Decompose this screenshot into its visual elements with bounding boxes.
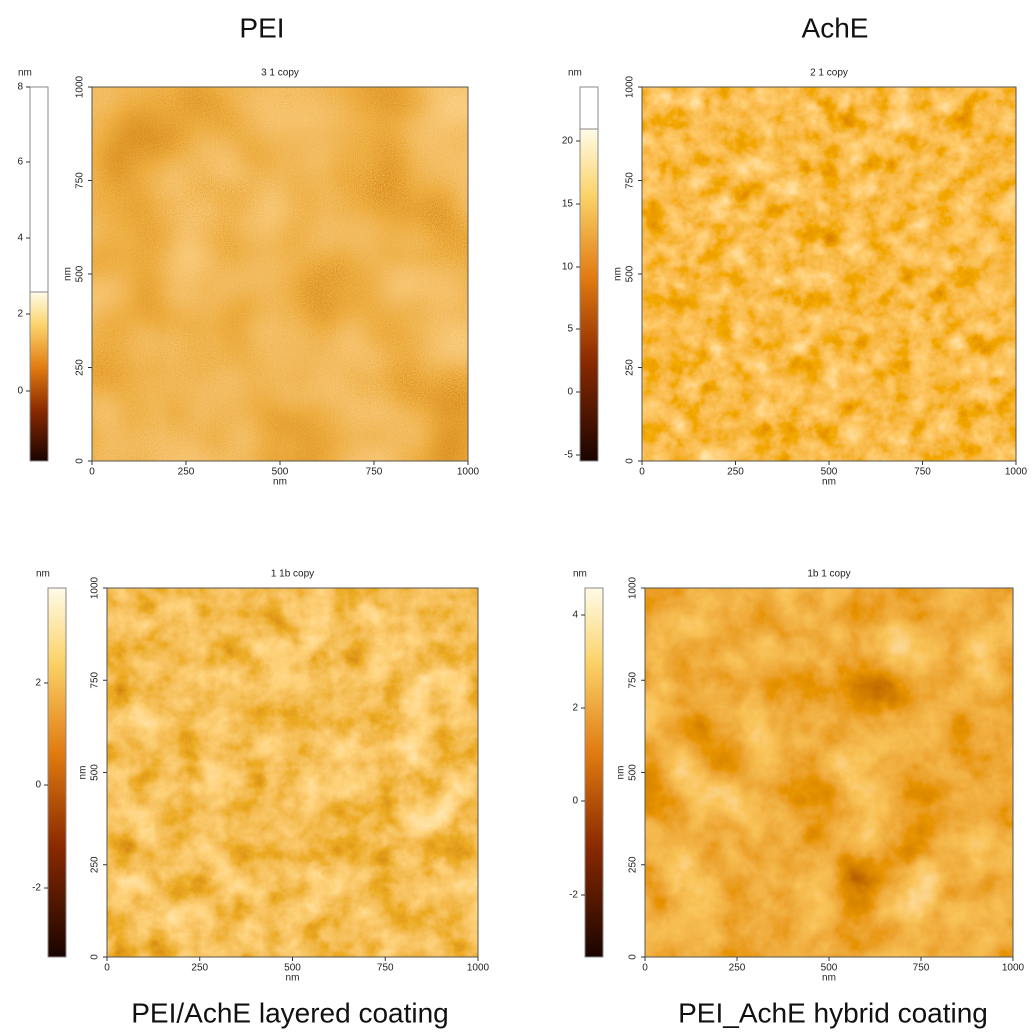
panel-header: AchE bbox=[802, 12, 869, 43]
x-tick-label: 1000 bbox=[457, 467, 480, 478]
x-tick-label: 500 bbox=[272, 467, 289, 478]
colorbar-tick-label: 20 bbox=[562, 136, 574, 147]
image-title: 1b 1 copy bbox=[807, 569, 850, 580]
x-tick-label: 750 bbox=[377, 963, 394, 974]
colorbar-tick-label: 4 bbox=[572, 610, 578, 621]
x-tick-label: 500 bbox=[821, 467, 838, 478]
colorbar-unit: nm bbox=[568, 68, 582, 79]
colorbar-tick-label: 8 bbox=[17, 82, 23, 93]
afm-image bbox=[92, 87, 468, 461]
y-tick-label: 250 bbox=[625, 359, 636, 376]
colorbar-tick-label: 0 bbox=[35, 780, 41, 791]
x-tick-label: 0 bbox=[104, 963, 110, 974]
x-tick-label: 1000 bbox=[467, 963, 490, 974]
y-tick-label: 250 bbox=[628, 856, 639, 873]
colorbar-tick-label: -2 bbox=[32, 883, 41, 894]
colorbar-tick-label: 10 bbox=[562, 262, 574, 273]
colorbar-blank bbox=[29, 86, 49, 293]
panel-caption: PEI_AchE hybrid coating bbox=[678, 997, 988, 1028]
afm-image bbox=[645, 588, 1013, 957]
y-tick-label: 750 bbox=[625, 172, 636, 189]
colorbar-tick-label: 6 bbox=[17, 157, 23, 168]
y-tick-label: 1000 bbox=[625, 75, 636, 98]
y-tick-label: 750 bbox=[628, 671, 639, 688]
afm-image bbox=[642, 87, 1016, 461]
colorbar-tick-label: 2 bbox=[572, 703, 578, 714]
y-tick-label: 250 bbox=[90, 856, 101, 873]
colorbar bbox=[29, 291, 49, 462]
colorbar-unit: nm bbox=[18, 68, 32, 79]
colorbar-tick-label: 0 bbox=[572, 796, 578, 807]
x-tick-label: 1000 bbox=[1005, 467, 1028, 478]
colorbar bbox=[584, 587, 604, 958]
y-tick-label: 0 bbox=[90, 954, 101, 960]
y-tick-label: 250 bbox=[75, 359, 86, 376]
y-tick-label: 1000 bbox=[628, 576, 639, 599]
x-tick-label: 750 bbox=[914, 467, 931, 478]
x-tick-label: 750 bbox=[913, 963, 930, 974]
y-axis-label: nm bbox=[63, 267, 74, 281]
y-tick-label: 0 bbox=[75, 458, 86, 464]
afm-image bbox=[107, 588, 478, 957]
panel-header: PEI bbox=[239, 12, 284, 43]
x-tick-label: 0 bbox=[89, 467, 95, 478]
x-axis-label: nm bbox=[822, 477, 836, 488]
y-axis-label: nm bbox=[616, 766, 627, 780]
y-tick-label: 750 bbox=[75, 172, 86, 189]
colorbar-tick-label: 5 bbox=[567, 324, 573, 335]
y-axis-label: nm bbox=[78, 766, 89, 780]
image-title: 1 1b copy bbox=[271, 569, 314, 580]
colorbar-tick-label: 0 bbox=[567, 387, 573, 398]
colorbar-tick-label: 2 bbox=[17, 309, 23, 320]
x-axis-label: nm bbox=[822, 973, 836, 984]
y-tick-label: 500 bbox=[90, 764, 101, 781]
y-tick-label: 0 bbox=[625, 458, 636, 464]
x-tick-label: 0 bbox=[642, 963, 648, 974]
y-tick-label: 1000 bbox=[75, 75, 86, 98]
image-title: 2 1 copy bbox=[810, 68, 848, 79]
colorbar-unit: nm bbox=[36, 569, 50, 580]
x-axis-label: nm bbox=[273, 477, 287, 488]
colorbar-tick-label: 4 bbox=[17, 233, 23, 244]
y-tick-label: 500 bbox=[628, 764, 639, 781]
colorbar bbox=[579, 128, 599, 462]
x-tick-label: 250 bbox=[729, 963, 746, 974]
colorbar-tick-label: 2 bbox=[35, 678, 41, 689]
colorbar-tick-label: 15 bbox=[562, 199, 574, 210]
y-tick-label: 1000 bbox=[90, 576, 101, 599]
colorbar-tick-label: -2 bbox=[569, 890, 578, 901]
x-tick-label: 250 bbox=[178, 467, 195, 478]
x-tick-label: 250 bbox=[727, 467, 744, 478]
x-tick-label: 250 bbox=[191, 963, 208, 974]
panel-caption: PEI/AchE layered coating bbox=[131, 997, 449, 1028]
colorbar-tick-label: -5 bbox=[564, 450, 573, 461]
colorbar-unit: nm bbox=[573, 569, 587, 580]
x-tick-label: 500 bbox=[821, 963, 838, 974]
x-tick-label: 1000 bbox=[1002, 963, 1025, 974]
colorbar bbox=[47, 587, 67, 958]
y-tick-label: 750 bbox=[90, 671, 101, 688]
y-axis-label: nm bbox=[613, 267, 624, 281]
x-tick-label: 0 bbox=[639, 467, 645, 478]
colorbar-tick-label: 0 bbox=[17, 386, 23, 397]
y-tick-label: 0 bbox=[628, 954, 639, 960]
x-tick-label: 500 bbox=[284, 963, 301, 974]
colorbar-blank bbox=[579, 86, 599, 130]
image-title: 3 1 copy bbox=[261, 68, 299, 79]
x-axis-label: nm bbox=[286, 973, 300, 984]
x-tick-label: 750 bbox=[366, 467, 383, 478]
y-tick-label: 500 bbox=[625, 265, 636, 282]
y-tick-label: 500 bbox=[75, 265, 86, 282]
